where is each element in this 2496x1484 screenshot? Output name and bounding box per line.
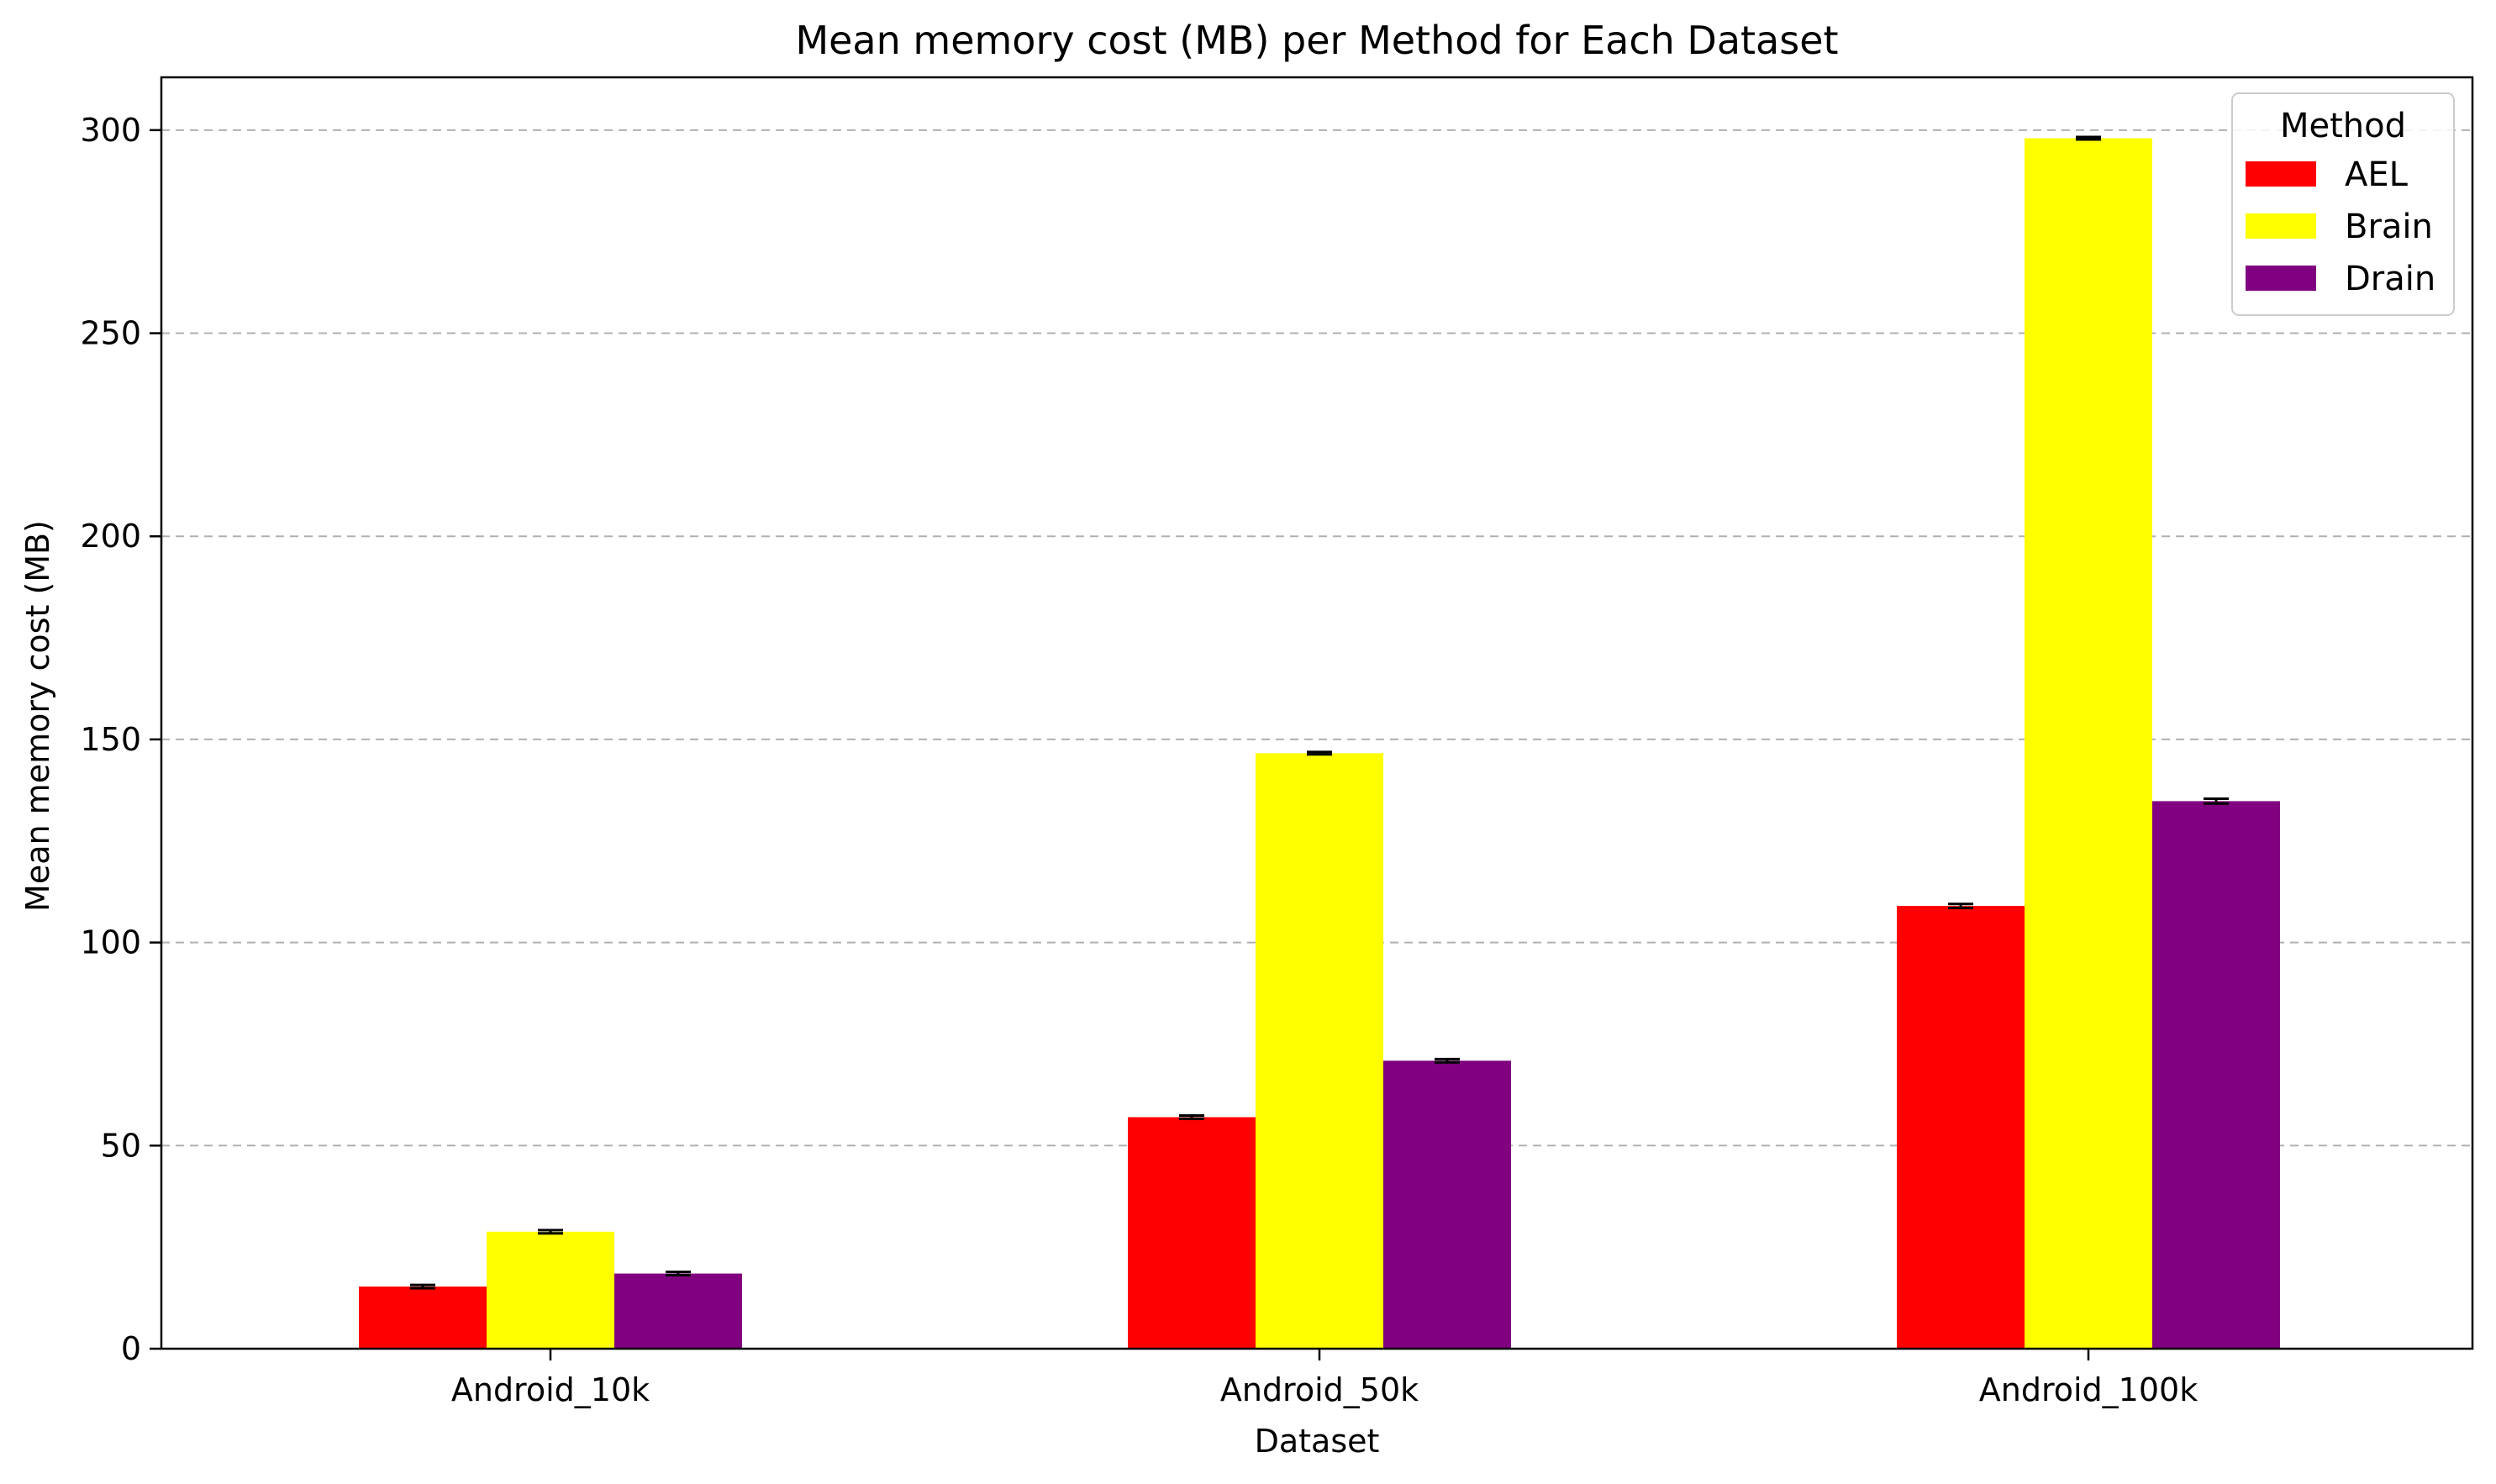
legend-label-brain: Brain <box>2345 208 2433 246</box>
bar-brain-android_100k <box>2025 138 2152 1350</box>
y-tick-label: 200 <box>80 518 141 555</box>
x-tick-label: Android_100k <box>1979 1371 2198 1408</box>
legend-swatch-drain <box>2246 266 2316 291</box>
y-tick-label: 50 <box>101 1127 141 1164</box>
bar-ael-android_10k <box>359 1287 487 1349</box>
y-tick-label: 300 <box>80 112 141 149</box>
x-axis-title: Dataset <box>1255 1423 1380 1460</box>
plot-frame <box>160 76 2474 1350</box>
legend: Method AEL Brain Drain <box>2231 92 2455 316</box>
y-tick-label: 250 <box>80 315 141 352</box>
bars <box>359 135 2280 1350</box>
legend-title: Method <box>2280 107 2406 145</box>
axes: 0 50 100 150 200 250 300 Android_10k Android_50k… <box>80 76 2474 1408</box>
legend-swatch-ael <box>2246 161 2316 187</box>
y-tick-label: 150 <box>80 721 141 758</box>
bar-drain-android_10k <box>614 1273 742 1349</box>
y-axis-title: Mean memory cost (MB) <box>19 520 56 912</box>
legend-swatch-brain <box>2246 213 2316 239</box>
legend-label-ael: AEL <box>2345 155 2409 194</box>
legend-label-drain: Drain <box>2345 260 2435 298</box>
bar-ael-android_50k <box>1128 1117 1256 1349</box>
bar-drain-android_100k <box>2152 801 2280 1349</box>
y-tick-label: 0 <box>121 1330 141 1367</box>
legend-frame <box>2231 92 2455 316</box>
bar-ael-android_100k <box>1897 906 2025 1349</box>
bar-drain-android_50k <box>1383 1060 1511 1349</box>
x-tick-label: Android_50k <box>1220 1371 1419 1408</box>
bar-brain-android_50k <box>1256 753 1383 1349</box>
x-tick-label: Android_10k <box>451 1371 650 1408</box>
y-tick-label: 100 <box>80 924 141 961</box>
chart-title: Mean memory cost (MB) per Method for Eac… <box>795 18 1838 63</box>
bar-brain-android_10k <box>487 1231 614 1349</box>
